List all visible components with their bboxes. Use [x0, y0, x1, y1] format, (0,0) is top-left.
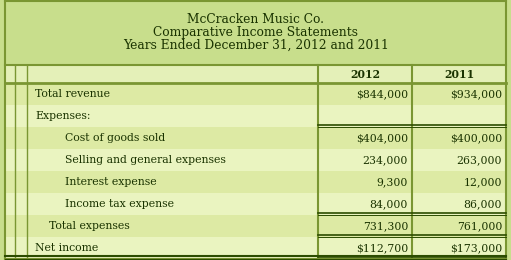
Bar	[5, 105, 506, 127]
Text: $112,700: $112,700	[356, 243, 408, 253]
Text: $934,000: $934,000	[450, 89, 502, 99]
Bar	[5, 237, 506, 259]
Text: Selling and general expenses: Selling and general expenses	[65, 155, 226, 165]
Text: 2012: 2012	[350, 68, 380, 80]
Text: $404,000: $404,000	[356, 133, 408, 143]
Text: Years Ended December 31, 2012 and 2011: Years Ended December 31, 2012 and 2011	[123, 39, 388, 52]
Text: Interest expense: Interest expense	[65, 177, 157, 187]
Bar	[5, 193, 506, 215]
Text: $844,000: $844,000	[356, 89, 408, 99]
Text: Comparative Income Statements: Comparative Income Statements	[153, 26, 358, 39]
Text: 9,300: 9,300	[377, 177, 408, 187]
Text: McCracken Music Co.: McCracken Music Co.	[187, 13, 324, 26]
Text: 234,000: 234,000	[363, 155, 408, 165]
Bar	[5, 83, 506, 105]
Bar	[5, 0, 506, 65]
Text: 263,000: 263,000	[456, 155, 502, 165]
Text: Total expenses: Total expenses	[49, 221, 130, 231]
Text: 84,000: 84,000	[369, 199, 408, 209]
Text: Cost of goods sold: Cost of goods sold	[65, 133, 165, 143]
Text: Total revenue: Total revenue	[35, 89, 110, 99]
Bar	[5, 149, 506, 171]
Text: 2011: 2011	[444, 68, 474, 80]
Bar	[5, 171, 506, 193]
Bar	[5, 215, 506, 237]
Text: $173,000: $173,000	[450, 243, 502, 253]
Text: 731,300: 731,300	[363, 221, 408, 231]
Text: Net income: Net income	[35, 243, 98, 253]
Bar	[5, 127, 506, 149]
Text: Income tax expense: Income tax expense	[65, 199, 174, 209]
Text: Expenses:: Expenses:	[35, 111, 90, 121]
Text: $400,000: $400,000	[450, 133, 502, 143]
Text: 86,000: 86,000	[463, 199, 502, 209]
Bar	[5, 65, 506, 83]
Text: 761,000: 761,000	[457, 221, 502, 231]
Text: 12,000: 12,000	[463, 177, 502, 187]
